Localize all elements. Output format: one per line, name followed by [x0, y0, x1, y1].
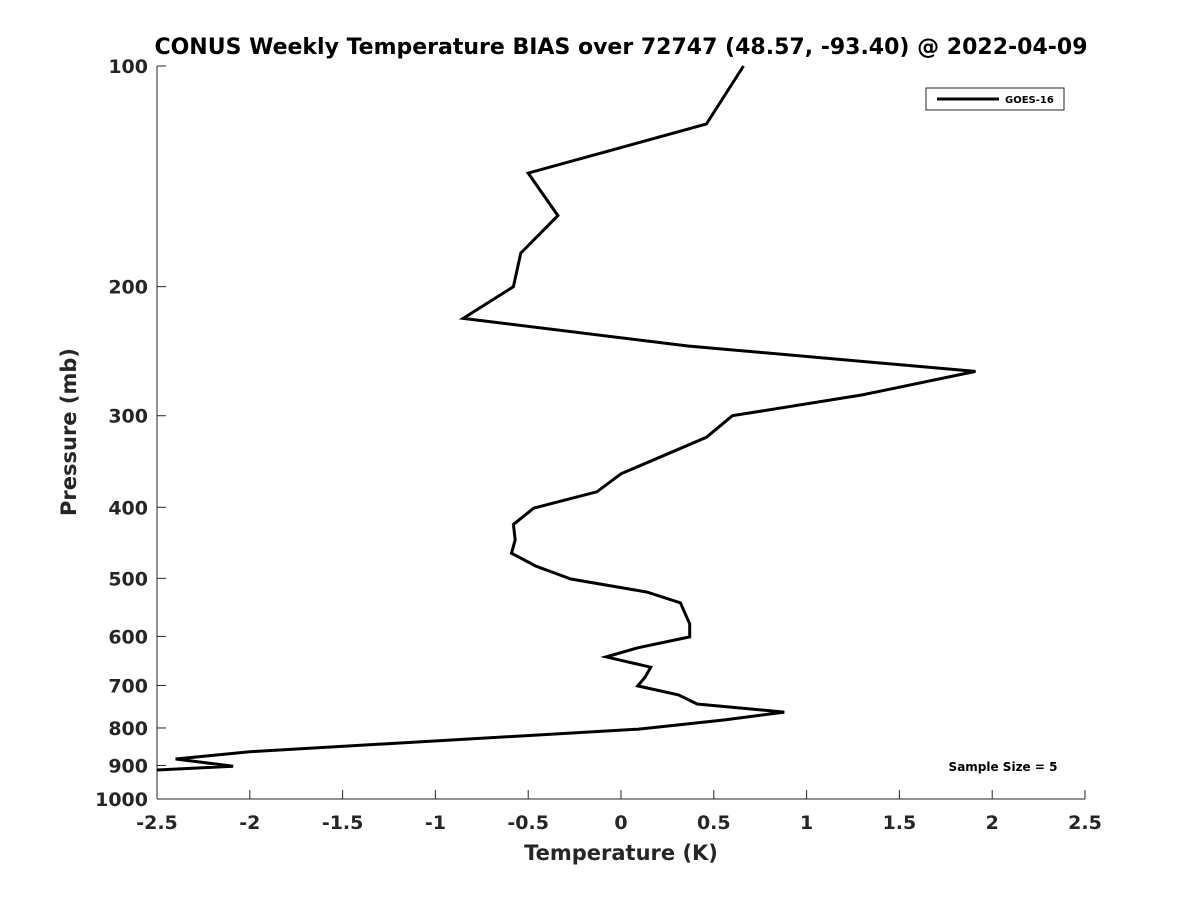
- y-tick-label: 600: [108, 626, 148, 648]
- x-tick-label: 0: [614, 812, 627, 834]
- x-tick-label: 0.5: [697, 812, 731, 834]
- y-tick-label: 200: [108, 277, 148, 299]
- y-tick-label: 300: [108, 406, 148, 428]
- x-tick-label: -2: [239, 812, 260, 834]
- x-tick-label: -1: [425, 812, 446, 834]
- chart-title: CONUS Weekly Temperature BIAS over 72747…: [154, 35, 1087, 60]
- x-tick-label: -0.5: [507, 812, 549, 834]
- y-tick-label: 900: [108, 755, 148, 777]
- x-tick-label: 1: [800, 812, 813, 834]
- x-tick-label: -2.5: [136, 812, 178, 834]
- legend-entry: GOES-16: [1005, 95, 1054, 106]
- legend: GOES-16: [925, 87, 1065, 111]
- y-tick-label: 800: [108, 718, 148, 740]
- y-axis-label: Pressure (mb): [57, 348, 81, 516]
- y-tick-label: 700: [108, 675, 148, 697]
- y-tick-label: 400: [108, 497, 148, 519]
- x-tick-label: 2.5: [1068, 812, 1102, 834]
- x-tick-label: 2: [986, 812, 999, 834]
- x-tick-label: 1.5: [883, 812, 917, 834]
- y-tick-label: 100: [108, 56, 148, 78]
- x-axis-label: Temperature (K): [524, 841, 718, 865]
- y-tick-label: 1000: [95, 789, 148, 811]
- y-tick-label: 500: [108, 568, 148, 590]
- sample-size-annotation: Sample Size = 5: [949, 760, 1058, 774]
- series-line-goes-16: [156, 65, 976, 772]
- x-tick-label: -1.5: [322, 812, 364, 834]
